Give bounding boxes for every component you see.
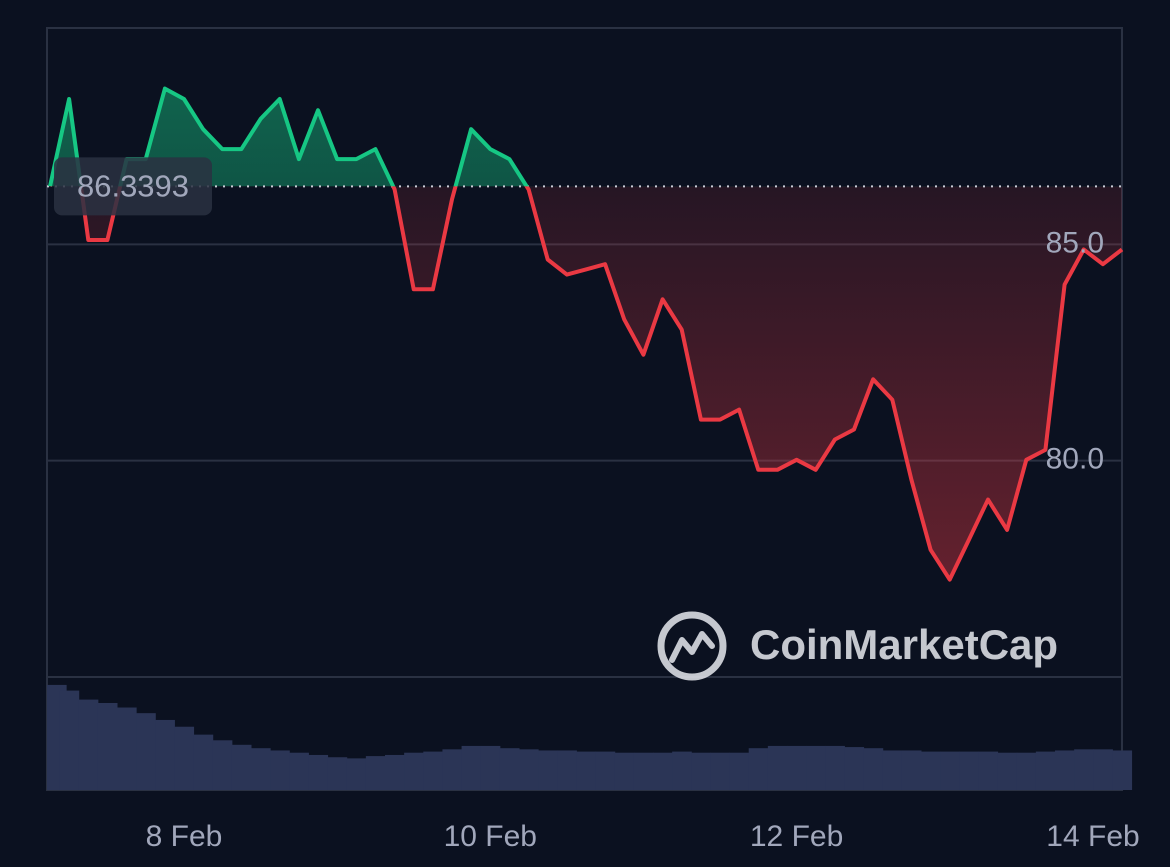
volume-bar xyxy=(519,749,539,790)
volume-bar xyxy=(251,748,271,790)
volume-bar xyxy=(155,719,175,790)
volume-bar xyxy=(1035,751,1056,790)
volume-bar xyxy=(174,726,195,790)
volume-bar xyxy=(499,748,520,790)
volume-bar xyxy=(270,750,290,790)
volume-bar xyxy=(614,752,635,790)
volume-bar xyxy=(1016,752,1037,790)
volume-bar xyxy=(538,750,558,790)
volume-bar xyxy=(327,757,348,790)
volume-bar xyxy=(729,752,750,790)
volume-bar xyxy=(767,745,788,790)
volume-bar xyxy=(748,748,769,790)
volume-bar xyxy=(193,734,214,790)
volume-bar xyxy=(480,745,501,790)
price-line-down xyxy=(49,186,1124,582)
volume-bar xyxy=(940,751,960,790)
price-line-up xyxy=(48,86,530,187)
volume-bar xyxy=(136,713,156,790)
volume-bar xyxy=(595,751,616,790)
area-down xyxy=(50,186,1122,580)
volume-bar xyxy=(882,750,903,790)
volume-bar xyxy=(844,747,865,790)
volume-bar xyxy=(442,749,463,790)
x-tick-label: 10 Feb xyxy=(444,820,537,853)
volume-bar xyxy=(691,752,711,790)
volume-bar xyxy=(672,751,692,790)
volume-bar xyxy=(423,751,443,790)
volume-bar xyxy=(1055,750,1075,790)
logo-mark xyxy=(669,631,715,663)
volume-bar xyxy=(633,752,654,790)
volume-bar xyxy=(1112,750,1133,790)
volume-bar xyxy=(901,750,922,790)
volume-bar xyxy=(365,756,386,790)
volume-bar xyxy=(212,740,233,790)
volume-bar xyxy=(806,745,826,790)
volume-bar xyxy=(289,752,309,790)
baseline-label-bg xyxy=(54,157,212,216)
logo-circle xyxy=(657,611,727,681)
watermark: CoinMarketCap xyxy=(657,611,1058,681)
volume-bar xyxy=(59,690,80,790)
volume-bar xyxy=(404,752,424,790)
volume-bar xyxy=(787,745,807,790)
volume-bar xyxy=(1074,749,1094,790)
volume-bar xyxy=(1093,749,1113,790)
volume-bar xyxy=(921,751,941,790)
volume-bar xyxy=(97,702,118,790)
volume-bar xyxy=(959,751,979,790)
baseline-label: 86.3393 xyxy=(77,169,189,204)
volume-bar xyxy=(997,752,1018,790)
volume-bar xyxy=(78,699,99,790)
y-tick-label: 80.0 xyxy=(1046,443,1104,476)
x-tick-label: 8 Feb xyxy=(146,820,223,853)
volume-bar xyxy=(231,744,252,790)
volume-bar xyxy=(346,758,367,790)
volume-bar xyxy=(653,752,673,790)
volume-bar xyxy=(557,750,577,790)
x-tick-label: 14 Feb xyxy=(1046,820,1139,853)
volume-bar xyxy=(461,745,482,790)
volume-bar xyxy=(710,752,731,790)
volume-bar xyxy=(385,754,405,790)
volume-bar xyxy=(863,748,884,790)
volume-bar xyxy=(576,751,597,790)
volume-bar xyxy=(308,754,329,790)
x-tick-label: 12 Feb xyxy=(750,820,843,853)
volume-bar xyxy=(978,751,999,790)
volume-bar xyxy=(825,745,845,790)
y-tick-label: 85.0 xyxy=(1046,226,1104,259)
volume-bar xyxy=(117,707,137,790)
watermark-text: CoinMarketCap xyxy=(750,621,1058,668)
